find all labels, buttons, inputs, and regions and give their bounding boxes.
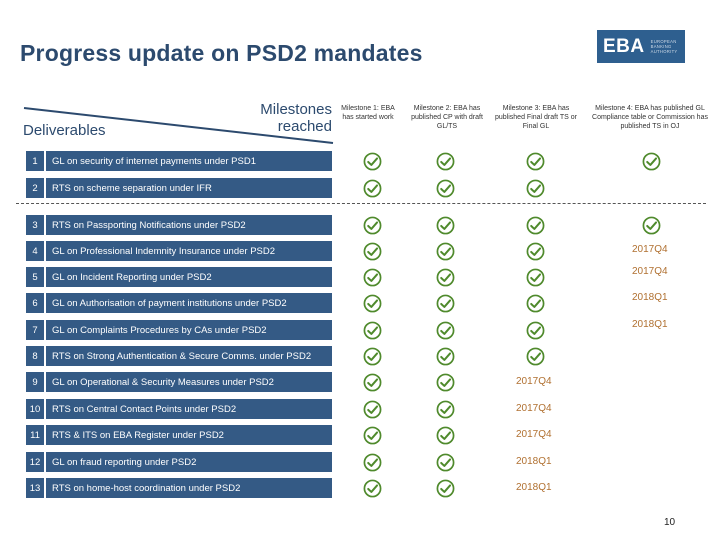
milestone-check-icon — [526, 152, 545, 171]
row-number: 13 — [26, 478, 44, 498]
milestone-4-header: Milestone 4: EBA has published GL Compli… — [592, 105, 708, 130]
milestone-check-icon — [363, 294, 382, 313]
milestone-check-icon — [436, 268, 455, 287]
deliverable-label: RTS on Passporting Notifications under P… — [46, 215, 332, 235]
milestone-check-icon — [642, 152, 661, 171]
deliverable-label: GL on Operational & Security Measures un… — [46, 372, 332, 392]
milestone-check-icon — [436, 294, 455, 313]
milestone-check-icon — [363, 152, 382, 171]
deliverable-label: RTS & ITS on EBA Register under PSD2 — [46, 425, 332, 445]
deliverable-label: GL on Authorisation of payment instituti… — [46, 293, 332, 313]
milestone-check-icon — [436, 373, 455, 392]
milestone-check-icon — [526, 242, 545, 261]
milestone-check-icon — [436, 152, 455, 171]
milestone-check-icon — [436, 400, 455, 419]
page-number: 10 — [664, 517, 676, 528]
row-number: 9 — [26, 372, 44, 392]
milestone-3-header: Milestone 3: EBA has published Final dra… — [495, 105, 577, 130]
due-date-label: 2017Q4 — [516, 429, 552, 440]
milestone-check-icon — [436, 242, 455, 261]
milestone-check-icon — [363, 453, 382, 472]
deliverable-label: RTS on home-host coordination under PSD2 — [46, 478, 332, 498]
section-divider — [16, 203, 706, 204]
milestone-check-icon — [436, 321, 455, 340]
deliverables-label: Deliverables — [23, 122, 106, 139]
milestone-check-icon — [363, 179, 382, 198]
milestone-check-icon — [436, 453, 455, 472]
logo-subtext: EUROPEAN BANKING AUTHORITY — [650, 39, 678, 54]
milestone-check-icon — [526, 294, 545, 313]
milestone-check-icon — [642, 216, 661, 235]
due-date-label: 2018Q1 — [632, 292, 668, 303]
deliverable-label: GL on security of internet payments unde… — [46, 151, 332, 171]
milestone-check-icon — [363, 242, 382, 261]
milestone-check-icon — [526, 179, 545, 198]
milestone-check-icon — [363, 479, 382, 498]
due-date-label: 2018Q1 — [516, 482, 552, 493]
milestone-check-icon — [363, 400, 382, 419]
page-title: Progress update on PSD2 mandates — [20, 40, 423, 66]
milestone-check-icon — [363, 426, 382, 445]
row-number: 5 — [26, 267, 44, 287]
row-number: 11 — [26, 425, 44, 445]
milestone-check-icon — [436, 347, 455, 366]
milestone-check-icon — [526, 347, 545, 366]
milestone-1-header: Milestone 1: EBA has started work — [341, 105, 395, 121]
milestone-check-icon — [436, 179, 455, 198]
milestone-check-icon — [436, 216, 455, 235]
milestone-check-icon — [526, 321, 545, 340]
deliverable-label: RTS on Strong Authentication & Secure Co… — [46, 346, 332, 366]
deliverable-label: GL on Professional Indemnity Insurance u… — [46, 241, 332, 261]
row-number: 6 — [26, 293, 44, 313]
due-date-label: 2017Q4 — [516, 376, 552, 387]
deliverable-label: RTS on Central Contact Points under PSD2 — [46, 399, 332, 419]
milestone-check-icon — [526, 216, 545, 235]
milestone-check-icon — [526, 268, 545, 287]
row-number: 2 — [26, 178, 44, 198]
milestone-check-icon — [363, 268, 382, 287]
row-number: 10 — [26, 399, 44, 419]
eba-logo: EBA EUROPEAN BANKING AUTHORITY — [597, 30, 685, 63]
deliverable-label: GL on Incident Reporting under PSD2 — [46, 267, 332, 287]
milestone-check-icon — [436, 426, 455, 445]
milestone-check-icon — [363, 347, 382, 366]
deliverable-label: RTS on scheme separation under IFR — [46, 178, 332, 198]
deliverable-label: GL on Complaints Procedures by CAs under… — [46, 320, 332, 340]
row-number: 12 — [26, 452, 44, 472]
row-number: 7 — [26, 320, 44, 340]
milestone-check-icon — [363, 321, 382, 340]
milestone-check-icon — [436, 479, 455, 498]
due-date-label: 2017Q4 — [632, 266, 668, 277]
milestones-reached-label: Milestones reached — [260, 101, 332, 135]
row-number: 3 — [26, 215, 44, 235]
row-number: 1 — [26, 151, 44, 171]
milestone-check-icon — [363, 216, 382, 235]
row-number: 8 — [26, 346, 44, 366]
milestone-check-icon — [363, 373, 382, 392]
logo-text: EBA — [603, 35, 645, 57]
deliverable-label: GL on fraud reporting under PSD2 — [46, 452, 332, 472]
due-date-label: 2017Q4 — [516, 403, 552, 414]
row-number: 4 — [26, 241, 44, 261]
due-date-label: 2018Q1 — [516, 456, 552, 467]
milestone-2-header: Milestone 2: EBA has published CP with d… — [411, 105, 483, 130]
due-date-label: 2017Q4 — [632, 244, 668, 255]
due-date-label: 2018Q1 — [632, 319, 668, 330]
